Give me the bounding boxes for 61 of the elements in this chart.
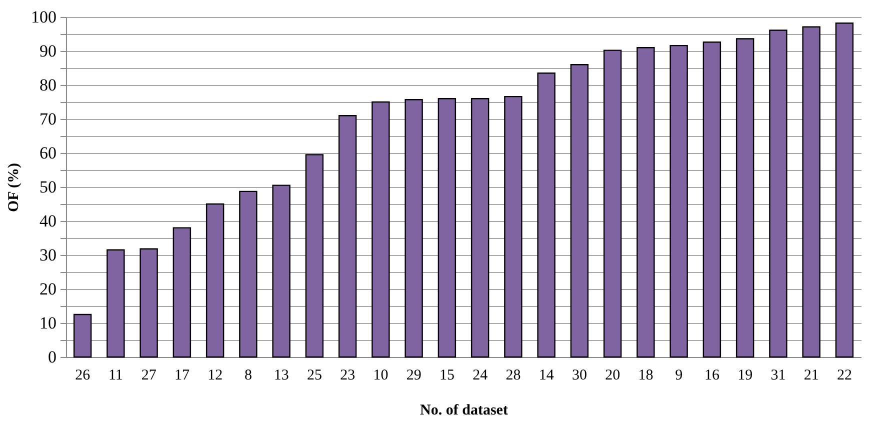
bar: [239, 190, 258, 358]
y-tick-label: 100: [31, 8, 56, 26]
x-tick-label: 8: [244, 368, 252, 384]
bar: [769, 30, 788, 358]
bar: [438, 98, 456, 358]
bar: [372, 101, 390, 358]
bar: [73, 314, 92, 358]
x-tick-label: 15: [439, 368, 454, 384]
bar: [636, 47, 655, 358]
y-tick-label: 30: [40, 246, 56, 264]
x-tick-label: 16: [704, 368, 720, 384]
x-tick-label: 17: [174, 368, 190, 384]
x-tick-label: 12: [208, 368, 223, 384]
y-tick-label: 40: [40, 212, 56, 230]
bar: [272, 184, 290, 358]
bar: [835, 22, 854, 358]
y-tick-label: 90: [40, 42, 56, 60]
y-tick-label: 80: [40, 76, 56, 94]
bar: [537, 72, 556, 358]
x-tick-label: 10: [373, 368, 388, 384]
x-tick-label: 20: [605, 368, 620, 384]
y-tick-label: 20: [40, 280, 56, 298]
bar: [106, 249, 125, 358]
y-tick-label: 0: [48, 348, 56, 366]
x-tick-label: 30: [572, 368, 587, 384]
x-tick-label: 14: [538, 368, 554, 384]
x-tick-label: 22: [836, 368, 852, 384]
bar: [206, 203, 224, 358]
y-tick-label: 60: [40, 144, 56, 162]
x-tick-label: 9: [675, 368, 683, 384]
y-tick-label: 50: [40, 178, 56, 196]
bar: [504, 96, 522, 358]
bar: [470, 98, 490, 358]
x-tick-label: 11: [108, 368, 123, 384]
x-tick-label: 28: [506, 368, 521, 384]
bar: [702, 42, 722, 358]
bar: [570, 64, 589, 358]
bar: [140, 248, 158, 358]
bar: [670, 44, 688, 358]
bar: [736, 38, 754, 358]
x-tick-label: 21: [804, 368, 819, 384]
x-tick-label: 25: [306, 368, 322, 384]
bar: [603, 50, 622, 358]
bar: [305, 154, 324, 358]
x-tick-label: 27: [141, 368, 157, 384]
x-tick-label: 18: [638, 368, 654, 384]
x-axis-title: No. of dataset: [420, 402, 508, 418]
bar: [802, 26, 820, 358]
y-axis-title: OF (%): [6, 162, 22, 212]
x-tick-label: 19: [738, 368, 753, 384]
x-tick-label: 23: [340, 368, 356, 384]
x-tick-label: 29: [406, 368, 422, 384]
bar: [404, 99, 423, 358]
x-tick-label: 26: [75, 368, 91, 384]
y-tick-label: 70: [40, 110, 56, 128]
x-tick-label: 13: [274, 368, 289, 384]
x-tick-label: 24: [472, 368, 488, 384]
bar: [172, 227, 192, 358]
bar: [338, 115, 357, 358]
x-tick-label: 31: [770, 368, 786, 384]
y-tick-label: 10: [40, 314, 56, 332]
